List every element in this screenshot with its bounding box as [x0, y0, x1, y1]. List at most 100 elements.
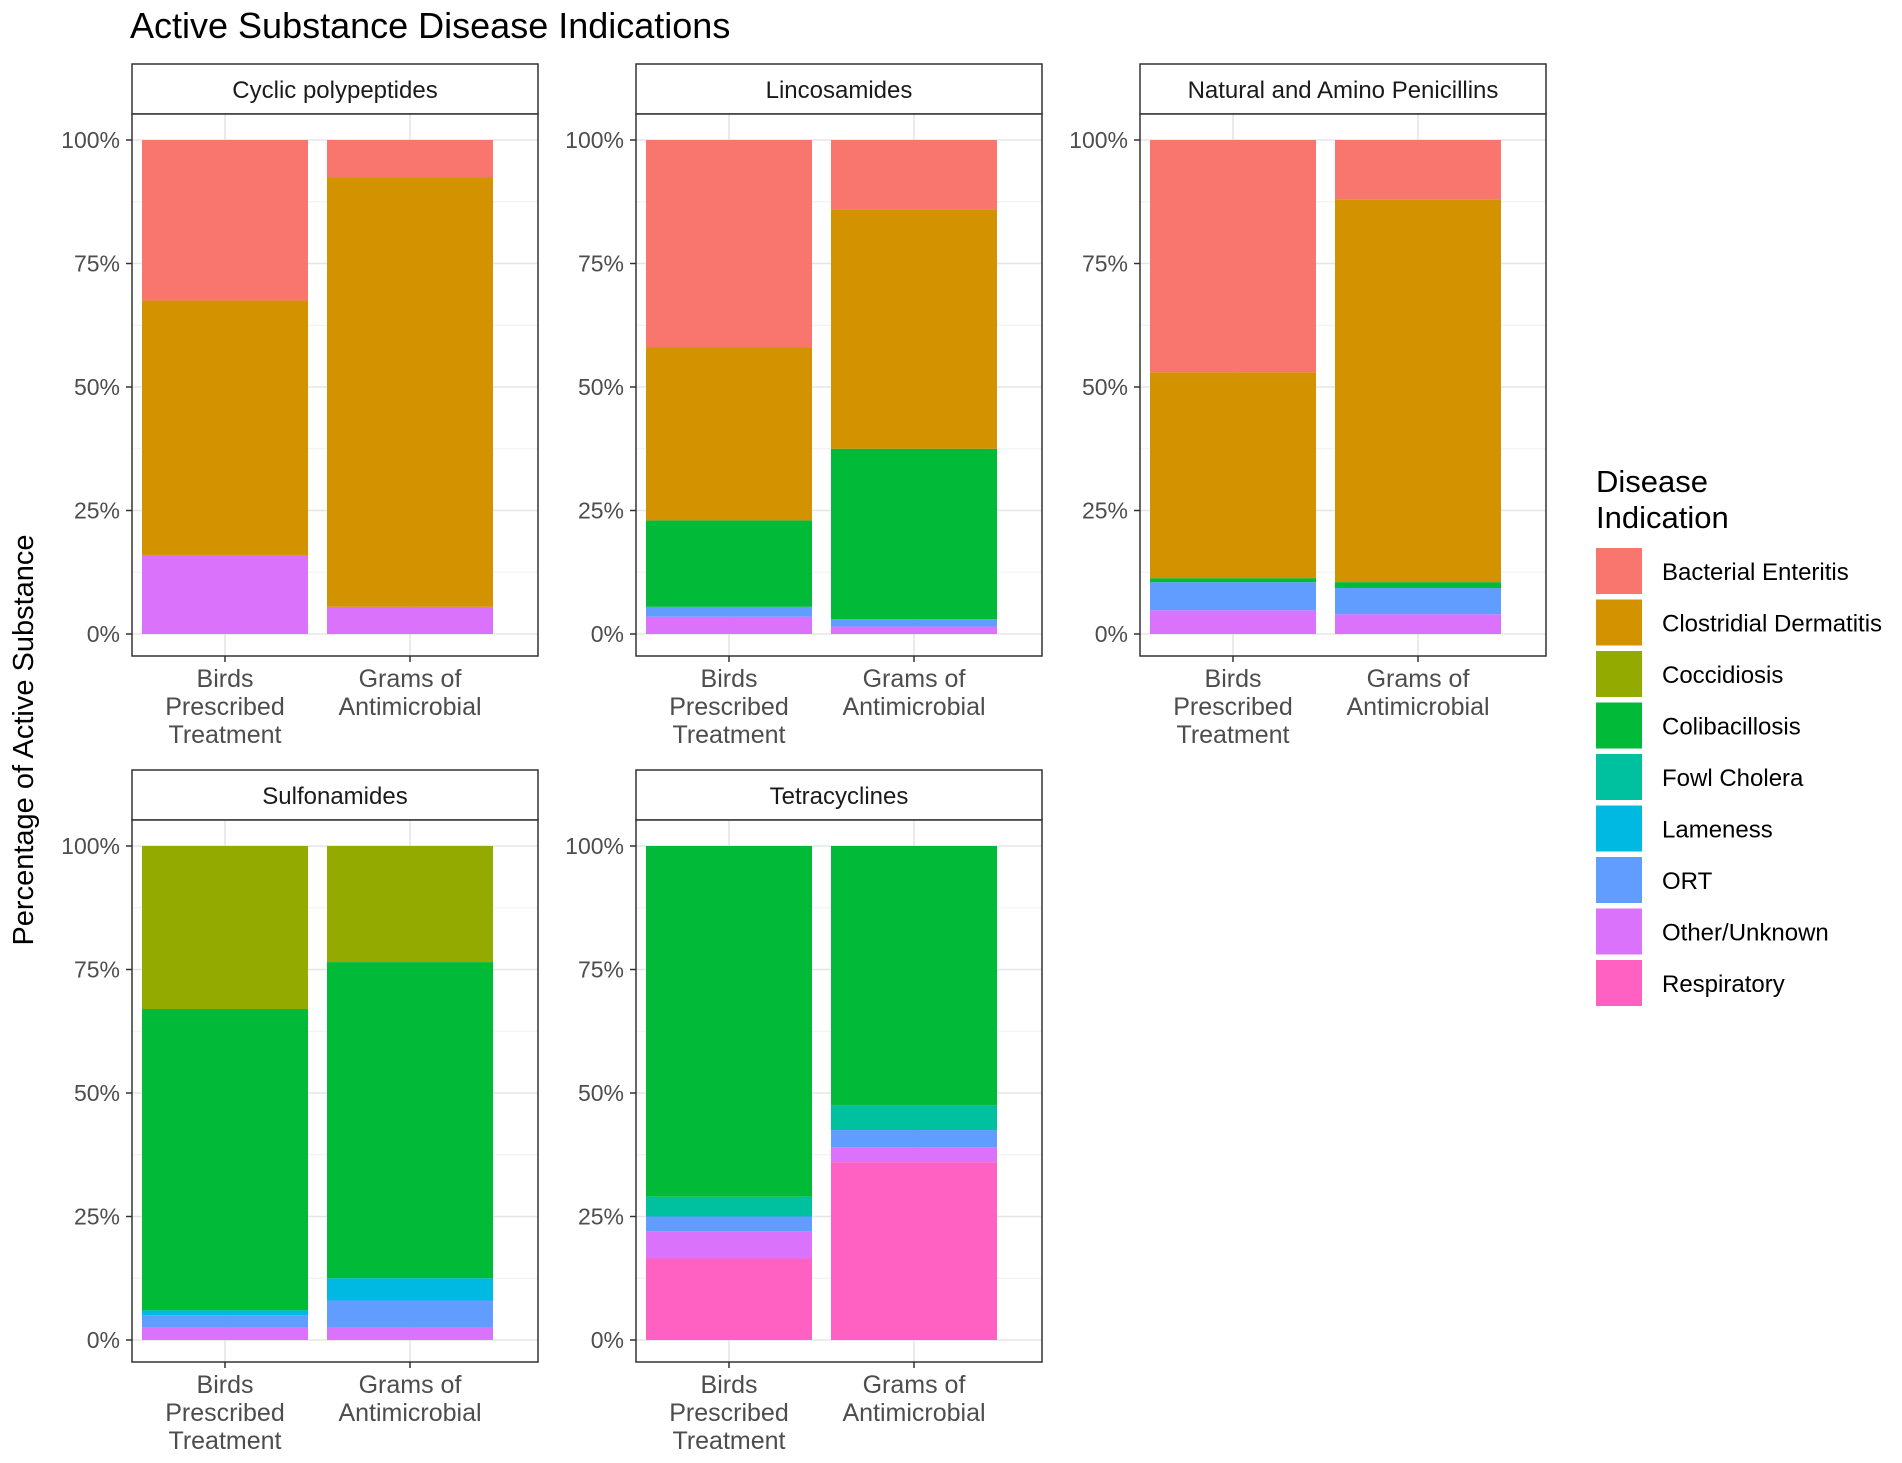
- chart-title: Active Substance Disease Indications: [130, 5, 730, 46]
- legend-item-bacterial-enteritis: Bacterial Enteritis: [1596, 548, 1849, 594]
- y-tick-label: 25%: [74, 498, 120, 524]
- legend-swatch: [1596, 702, 1642, 749]
- facet-strip: [635, 769, 1043, 821]
- x-tick-label: Grams of Antimicrobial: [338, 665, 481, 721]
- panel-border: [131, 819, 539, 1363]
- legend-item-colibacillosis: Colibacillosis: [1596, 702, 1801, 749]
- facet-label: Sulfonamides: [262, 783, 407, 810]
- facet-strip: [131, 63, 539, 115]
- y-tick-label: 100%: [1069, 127, 1128, 153]
- legend-swatch: [1596, 599, 1642, 646]
- panel-cyclic-polypeptides: Cyclic polypeptides 0% 25% 50% 75% 100% Birds P…: [61, 63, 539, 749]
- facet-panels: Cyclic polypeptides 0% 25% 50% 75% 100% Birds P…: [61, 63, 1547, 1455]
- bar-segment-clostridial-dermatitis: [646, 347, 812, 521]
- y-tick-label: 100%: [61, 127, 120, 153]
- y-tick-label: 50%: [578, 1080, 624, 1106]
- bar-segment-other-unknown: [646, 616, 812, 634]
- x-tick-label: Grams of Antimicrobial: [842, 1371, 985, 1427]
- bar-segment-other-unknown: [831, 1147, 997, 1163]
- y-tick-label: 75%: [74, 251, 120, 277]
- facet-strip: [635, 63, 1043, 115]
- bar-segment-lameness: [142, 1310, 308, 1316]
- bar-segment-bacterial-enteritis: [327, 140, 493, 178]
- y-tick-label: 25%: [74, 1204, 120, 1230]
- bar-segment-bacterial-enteritis: [1150, 140, 1316, 373]
- bar-segment-other-unknown: [327, 606, 493, 634]
- panel-border: [635, 113, 1043, 657]
- bar-segment-bacterial-enteritis: [1335, 140, 1501, 200]
- y-tick-label: 0%: [87, 621, 120, 647]
- y-tick-label: 25%: [578, 498, 624, 524]
- y-tick-label: 75%: [1082, 251, 1128, 277]
- facet-strip: [1139, 63, 1547, 115]
- y-tick-label: 100%: [61, 833, 120, 859]
- x-tick-label: Grams of Antimicrobial: [1346, 665, 1489, 721]
- bar-segment-respiratory: [831, 1162, 997, 1340]
- legend-label: Coccidiosis: [1662, 662, 1783, 689]
- legend-swatch: [1596, 548, 1642, 594]
- y-tick-label: 75%: [578, 251, 624, 277]
- bar-segment-other-unknown: [142, 1327, 308, 1340]
- panel-border: [1139, 113, 1547, 657]
- legend-item-respiratory: Respiratory: [1596, 960, 1785, 1006]
- bar-segment-colibacillosis: [327, 962, 493, 1279]
- bar-segment-ort: [1335, 588, 1501, 615]
- facet-label: Cyclic polypeptides: [232, 77, 437, 104]
- bar-segment-clostridial-dermatitis: [1335, 199, 1501, 583]
- x-tick-label: Birds Prescribed Treatment: [669, 665, 789, 749]
- panel-lincosamides: Lincosamides 0% 25% 50% 75% 100% Birds Prescrib…: [565, 63, 1043, 749]
- bar-segment-ort: [646, 1216, 812, 1232]
- legend-item-clostridial-dermatitis: Clostridial Dermatitis: [1596, 599, 1882, 646]
- legend-swatch: [1596, 651, 1642, 697]
- bar-segment-ort: [1150, 582, 1316, 611]
- y-tick-label: 50%: [74, 374, 120, 400]
- bar-segment-clostridial-dermatitis: [142, 300, 308, 555]
- bar-segment-coccidiosis: [327, 846, 493, 963]
- bar-segment-other-unknown: [142, 554, 308, 634]
- legend-label: Other/Unknown: [1662, 920, 1829, 947]
- legend-label: ORT: [1662, 868, 1713, 895]
- bar-segment-colibacillosis: [831, 448, 997, 620]
- bar-segment-other-unknown: [1150, 610, 1316, 634]
- x-tick-label: Grams of Antimicrobial: [338, 1371, 481, 1427]
- y-tick-label: 50%: [74, 1080, 120, 1106]
- bar-segment-ort: [831, 619, 997, 627]
- bar-segment-fowl-cholera: [646, 1196, 812, 1217]
- bar-segment-other-unknown: [831, 626, 997, 634]
- x-tick-label: Grams of Antimicrobial: [842, 665, 985, 721]
- bar-segment-colibacillosis: [142, 1009, 308, 1311]
- legend-label: Fowl Cholera: [1662, 765, 1804, 792]
- x-tick-label: Birds Prescribed Treatment: [669, 1371, 789, 1455]
- bar-segment-ort: [646, 606, 812, 617]
- legend-label: Bacterial Enteritis: [1662, 559, 1849, 586]
- facet-label: Lincosamides: [766, 77, 913, 104]
- y-tick-label: 0%: [591, 1327, 624, 1353]
- bar-segment-clostridial-dermatitis: [327, 177, 493, 607]
- bar-segment-other-unknown: [646, 1231, 812, 1259]
- x-tick-label: Birds Prescribed Treatment: [1173, 665, 1293, 749]
- y-tick-label: 75%: [578, 957, 624, 983]
- legend-swatch: [1596, 805, 1642, 852]
- y-tick-label: 0%: [591, 621, 624, 647]
- bar-segment-fowl-cholera: [831, 1105, 997, 1131]
- legend-swatch: [1596, 857, 1642, 903]
- legend-swatch: [1596, 908, 1642, 955]
- legend-swatch: [1596, 960, 1642, 1006]
- panel-border: [635, 819, 1043, 1363]
- panel-tetracyclines: Tetracyclines 0% 25% 50% 75% 100% Birds Prescri…: [565, 769, 1043, 1455]
- y-tick-label: 25%: [1082, 498, 1128, 524]
- x-tick-label: Birds Prescribed Treatment: [165, 665, 285, 749]
- panel-natural-and-amino-penicillins: Natural and Amino Penicillins 0% 25% 50% 75%…: [1069, 63, 1547, 749]
- legend-label: Respiratory: [1662, 971, 1785, 998]
- bar-segment-colibacillosis: [1335, 582, 1501, 589]
- x-tick-label: Birds Prescribed Treatment: [165, 1371, 285, 1455]
- bar-segment-lameness: [327, 1278, 493, 1301]
- bar-segment-colibacillosis: [831, 846, 997, 1106]
- legend-label: Clostridial Dermatitis: [1662, 611, 1882, 638]
- bar-segment-ort: [142, 1315, 308, 1328]
- facet-label: Tetracyclines: [770, 783, 909, 810]
- legend-item-lameness: Lameness: [1596, 805, 1773, 852]
- legend-item-coccidiosis: Coccidiosis: [1596, 651, 1783, 697]
- legend-item-other-unknown: Other/Unknown: [1596, 908, 1829, 955]
